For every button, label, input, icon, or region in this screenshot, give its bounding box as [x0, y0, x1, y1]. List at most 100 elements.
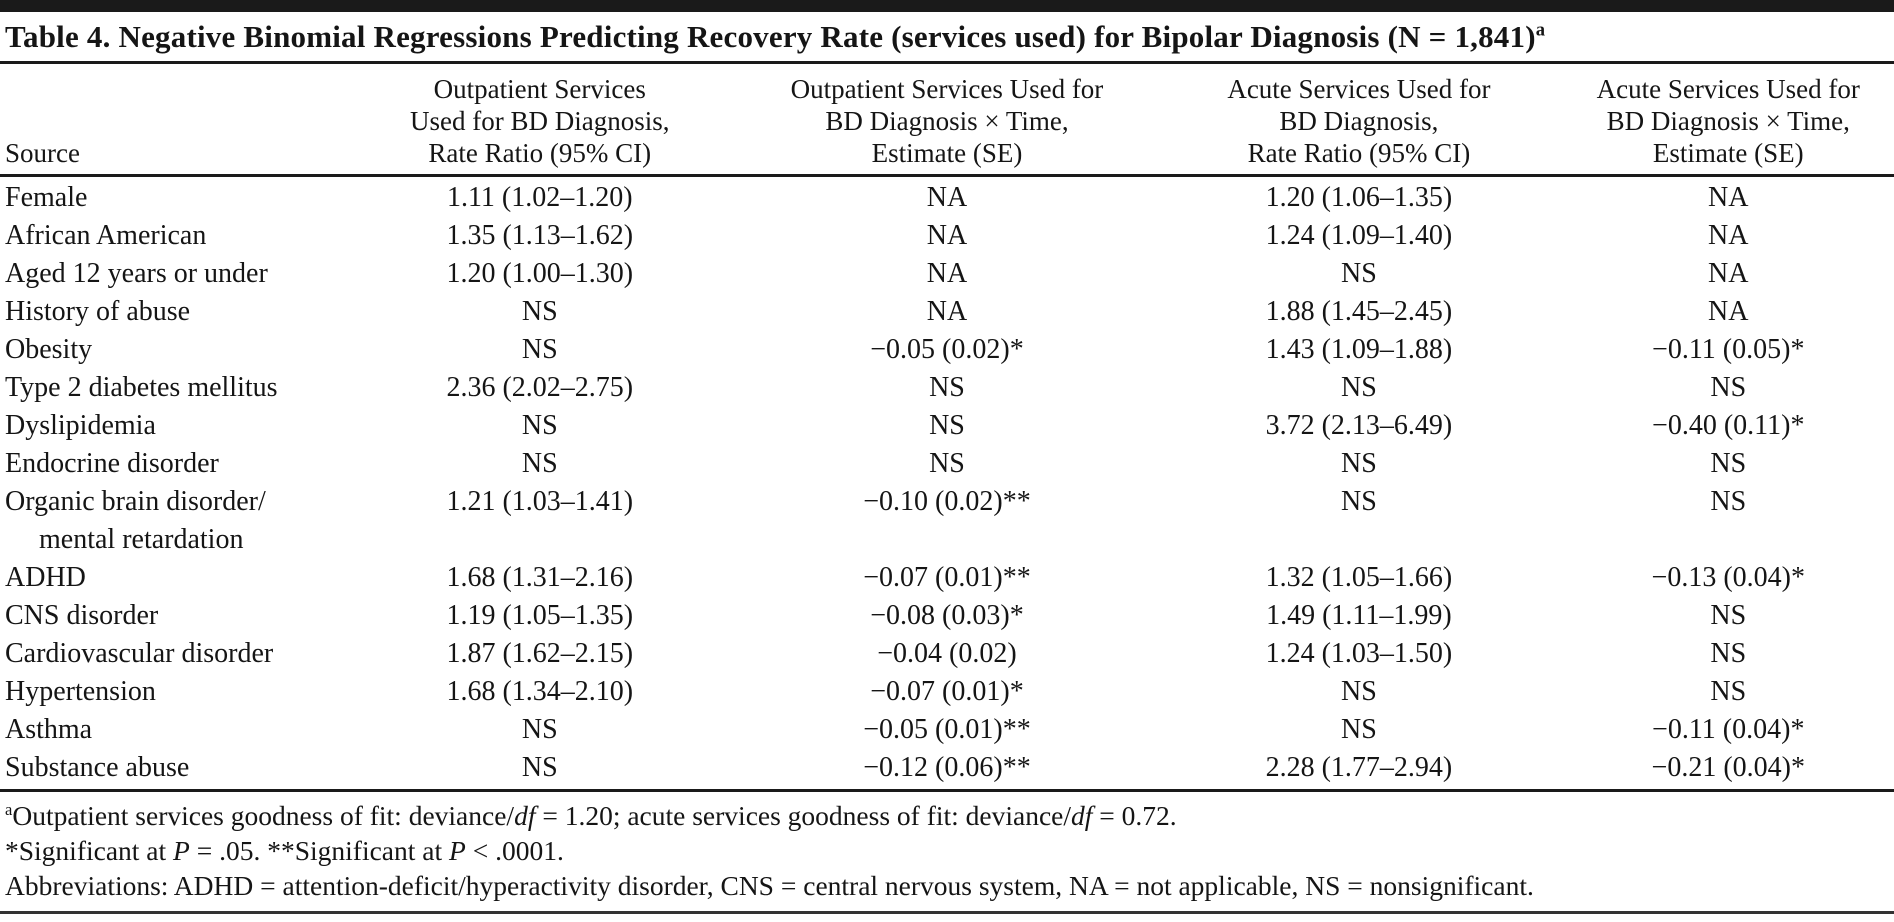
source-cell: Aged 12 years or under — [5, 258, 268, 289]
footnote-text-italic: df — [514, 800, 536, 831]
value-cell: 1.32 (1.05–1.66) — [1265, 562, 1453, 593]
regression-table: Source Outpatient Services Used for BD D… — [0, 64, 1894, 792]
source-cell: Female — [5, 182, 88, 213]
table-row: ADHD 1.68 (1.31–2.16) −0.07 (0.01)** 1.3… — [0, 559, 1894, 597]
value-cell: NS — [1341, 486, 1377, 517]
footnote-text: = 0.72. — [1092, 800, 1177, 831]
table-row: Aged 12 years or under 1.20 (1.00–1.30) … — [0, 255, 1894, 293]
value-cell: NA — [1708, 258, 1749, 289]
value-cell: 1.20 (1.00–1.30) — [446, 258, 634, 289]
footnote-marker-a: a — [5, 799, 13, 819]
table-row: Organic brain disorder/ mental retardati… — [0, 483, 1894, 559]
value-cell: NS — [521, 448, 558, 479]
value-cell: 1.24 (1.09–1.40) — [1265, 220, 1453, 251]
source-cell: Obesity — [5, 334, 93, 365]
source-cell: Endocrine disorder — [5, 448, 219, 479]
source-cell: African American — [5, 220, 207, 251]
value-cell: 2.36 (2.02–2.75) — [446, 372, 634, 403]
value-cell: 1.24 (1.03–1.50) — [1265, 638, 1453, 669]
source-line-1: Organic brain disorder/ — [5, 486, 266, 517]
header-line: Outpatient Services Used for — [790, 74, 1104, 104]
source-cell: Cardiovascular disorder — [5, 638, 274, 669]
value-cell: 1.20 (1.06–1.35) — [1265, 182, 1453, 213]
value-cell: −0.05 (0.01)** — [863, 714, 1031, 745]
value-cell: NS — [929, 448, 965, 479]
value-cell: NS — [521, 334, 558, 365]
value-cell: NS — [1341, 372, 1377, 403]
footnote-text: = .05. **Significant at — [189, 835, 449, 866]
source-cell: CNS disorder — [5, 600, 159, 631]
value-cell: NS — [1341, 676, 1377, 707]
value-cell: 3.72 (2.13–6.49) — [1265, 410, 1453, 441]
value-cell: NS — [521, 714, 558, 745]
header-line: Acute Services Used for — [1227, 74, 1491, 104]
table-row: Hypertension 1.68 (1.34–2.10) −0.07 (0.0… — [0, 673, 1894, 711]
value-cell: 1.87 (1.62–2.15) — [446, 638, 634, 669]
value-cell: −0.12 (0.06)** — [738, 749, 1156, 792]
table-title-text: Table 4. Negative Binomial Regressions P… — [5, 19, 1536, 54]
table-top-rule — [0, 0, 1894, 12]
footnote-text: < .0001. — [465, 835, 564, 866]
header-line: Acute Services Used for — [1596, 74, 1860, 104]
table-row: Asthma NS −0.05 (0.01)** NS −0.11 (0.04)… — [0, 711, 1894, 749]
header-line: Rate Ratio (95% CI) — [1247, 138, 1471, 168]
value-cell: NS — [521, 410, 558, 441]
value-cell: −0.08 (0.03)* — [870, 600, 1024, 631]
source-line-2: mental retardation — [39, 524, 244, 555]
footnote-text-italic: P — [449, 835, 466, 866]
source-cell: History of abuse — [5, 296, 191, 327]
footnote-goodness-of-fit: aOutpatient services goodness of fit: de… — [5, 798, 1888, 833]
header-line: Estimate (SE) — [1652, 138, 1804, 168]
source-cell: ADHD — [5, 562, 86, 593]
source-cell: Hypertension — [5, 676, 156, 707]
value-cell: NS — [1341, 714, 1377, 745]
column-header-acute-estimate: Acute Services Used for BD Diagnosis × T… — [1562, 64, 1894, 177]
value-cell: NA — [1708, 296, 1749, 327]
value-cell: NS — [1710, 638, 1747, 669]
table-row: Substance abuse NS −0.12 (0.06)** 2.28 (… — [0, 749, 1894, 792]
value-cell: NA — [926, 182, 968, 213]
value-cell: 1.43 (1.09–1.88) — [1265, 334, 1453, 365]
footnote-text: *Significant at — [5, 835, 174, 866]
value-cell: −0.11 (0.04)* — [1652, 714, 1805, 745]
header-line: Outpatient Services — [433, 74, 646, 104]
value-cell: NA — [926, 220, 968, 251]
value-cell: 1.49 (1.11–1.99) — [1266, 600, 1452, 631]
header-line: Rate Ratio (95% CI) — [428, 138, 652, 168]
table-row: Female 1.11 (1.02–1.20) NA 1.20 (1.06–1.… — [0, 176, 1894, 218]
value-cell: 1.21 (1.03–1.41) — [446, 486, 634, 517]
value-cell: 1.11 (1.02–1.20) — [446, 182, 633, 213]
value-cell: −0.07 (0.01)* — [870, 676, 1024, 707]
footnote-text: Outpatient services goodness of fit: dev… — [12, 800, 515, 831]
source-cell: Asthma — [5, 714, 93, 745]
value-cell: NS — [1710, 600, 1747, 631]
value-cell: −0.07 (0.01)** — [863, 562, 1031, 593]
table-row: African American 1.35 (1.13–1.62) NA 1.2… — [0, 217, 1894, 255]
value-cell: −0.05 (0.02)* — [870, 334, 1024, 365]
table-row: Type 2 diabetes mellitus 2.36 (2.02–2.75… — [0, 369, 1894, 407]
value-cell: −0.04 (0.02) — [877, 638, 1017, 669]
value-cell: NS — [1710, 676, 1747, 707]
header-line: BD Diagnosis, — [1279, 106, 1439, 136]
value-cell: 1.88 (1.45–2.45) — [1265, 296, 1453, 327]
column-header-acute-rate-ratio: Acute Services Used for BD Diagnosis, Ra… — [1155, 64, 1563, 177]
header-line: Used for BD Diagnosis, — [410, 106, 670, 136]
value-cell: NS — [1710, 486, 1747, 517]
value-cell: NS — [1710, 448, 1747, 479]
source-cell: Organic brain disorder/ mental retardati… — [0, 483, 341, 559]
footnote-text: = 1.20; acute services goodness of fit: … — [535, 800, 1072, 831]
value-cell: 1.19 (1.05–1.35) — [446, 600, 634, 631]
table-title: Table 4. Negative Binomial Regressions P… — [0, 12, 1894, 64]
value-cell: NS — [929, 410, 965, 441]
value-cell: NA — [1708, 220, 1749, 251]
table-header: Source Outpatient Services Used for BD D… — [0, 64, 1894, 177]
value-cell: NS — [1341, 448, 1377, 479]
value-cell: 1.35 (1.13–1.62) — [446, 220, 634, 251]
value-cell: −0.40 (0.11)* — [1652, 410, 1805, 441]
table-body: Female 1.11 (1.02–1.20) NA 1.20 (1.06–1.… — [0, 176, 1894, 792]
footnote-significance: *Significant at P = .05. **Significant a… — [5, 833, 1888, 868]
value-cell: 1.68 (1.31–2.16) — [446, 562, 634, 593]
column-header-outpatient-estimate: Outpatient Services Used for BD Diagnosi… — [738, 64, 1156, 177]
value-cell: NS — [521, 296, 558, 327]
